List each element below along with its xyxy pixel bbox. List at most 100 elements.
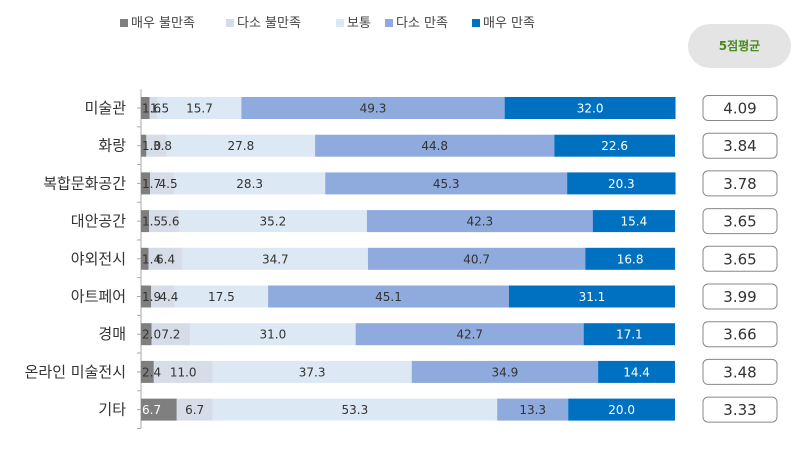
category-label: 아트페어: [71, 288, 126, 306]
data-label: 37.3: [299, 365, 326, 379]
legend-very-satisfied-label: 매우 만족: [483, 16, 535, 31]
bar-segment: [367, 247, 586, 270]
category-label: 기타: [98, 401, 126, 419]
average-box: [702, 95, 778, 121]
bar-segment: [190, 323, 356, 346]
bar-segment: [212, 398, 498, 421]
bar-segment: [141, 323, 152, 346]
data-label: 31.0: [260, 328, 287, 342]
legend-somewhat-satisfied-label: 다소 만족: [396, 16, 448, 31]
legend-very-dissatisfied-label: 매우 불만족: [131, 16, 195, 31]
bar-segment: [508, 285, 675, 308]
bar-segment: [176, 398, 213, 421]
data-label: 16.8: [617, 252, 644, 266]
average-box: [702, 396, 778, 423]
data-label: 5.6: [160, 215, 179, 229]
bar-segment: [241, 97, 505, 119]
data-label: 35.2: [260, 215, 287, 229]
average-value: 3.66: [723, 326, 756, 344]
bar-segment: [141, 210, 150, 233]
bar-segment: [268, 285, 509, 308]
data-label: 32.0: [577, 102, 604, 116]
data-label: 15.7: [186, 102, 213, 116]
average-box: [702, 208, 778, 235]
bar-segment: [554, 134, 675, 157]
data-label: 44.8: [421, 139, 448, 153]
data-label: 22.6: [601, 139, 628, 153]
data-label: 4.5: [159, 177, 178, 191]
bar-segment: [151, 285, 175, 308]
average-value: 3.65: [723, 213, 756, 231]
data-label: 40.7: [463, 252, 490, 266]
data-label: 34.9: [492, 365, 519, 379]
average-box: [702, 245, 778, 272]
bar-segment: [568, 398, 675, 421]
data-label: 17.1: [616, 328, 643, 342]
bar-segment: [174, 172, 326, 195]
data-label: 45.3: [433, 177, 460, 191]
category-label: 화랑: [98, 137, 126, 155]
bar-segment: [315, 134, 555, 157]
category-label: 온라인 미술전시: [25, 363, 126, 381]
bar-segment: [366, 210, 593, 233]
legend-very-satisfied-swatch: [472, 19, 480, 27]
average-box: [702, 358, 778, 385]
data-label: 49.3: [360, 102, 387, 116]
average-value: 3.33: [723, 401, 756, 419]
data-label: 42.3: [466, 215, 493, 229]
bar-segment: [174, 285, 269, 308]
bar-segment: [411, 360, 599, 383]
data-label: 42.7: [456, 328, 483, 342]
legend-somewhat-dissatisfied-label: 다소 불만족: [237, 16, 301, 31]
average-badge: [688, 24, 791, 68]
average-value: 3.48: [723, 363, 756, 381]
bar-segment: [166, 134, 316, 157]
data-label: 6.4: [156, 252, 175, 266]
data-label: 4.4: [159, 290, 178, 304]
average-value: 3.84: [723, 137, 756, 155]
data-label: 1.5: [142, 215, 161, 229]
bar-segment: [585, 247, 675, 270]
data-label: 11.0: [170, 365, 197, 379]
bar-segment: [567, 172, 676, 195]
average-badge-label: 5점평균: [719, 38, 760, 53]
bar-segment: [149, 97, 158, 119]
bar-segment: [325, 172, 568, 195]
average-value: 3.78: [723, 175, 756, 193]
bar-segment: [497, 398, 569, 421]
data-label: 14.4: [623, 365, 650, 379]
data-label: 1.6: [142, 102, 161, 116]
data-label: 13.3: [519, 403, 546, 417]
bar-segment: [583, 323, 675, 346]
legend-neutral-label: 보통: [347, 16, 371, 31]
bar-segment: [141, 285, 152, 308]
average-value: 4.09: [723, 100, 756, 118]
bar-segment: [141, 398, 177, 421]
bar-segment: [212, 360, 412, 383]
data-label: 3.8: [153, 139, 172, 153]
category-label: 미술관: [85, 99, 127, 117]
bar-segment: [153, 360, 213, 383]
legend-somewhat-satisfied-swatch: [385, 19, 393, 27]
data-label: 27.8: [227, 139, 254, 153]
bar-segment: [150, 172, 175, 195]
bar-segment: [178, 210, 367, 233]
data-label: 34.7: [262, 252, 289, 266]
data-label: 6.7: [185, 403, 204, 417]
bar-segment: [598, 360, 675, 383]
data-label: 1.4: [142, 252, 161, 266]
category-label: 야외전시: [71, 250, 126, 268]
bar-segment: [141, 172, 151, 195]
data-label: 17.5: [208, 290, 235, 304]
data-label: 20.0: [608, 403, 635, 417]
data-label: 31.1: [579, 290, 606, 304]
data-label: 45.1: [375, 290, 402, 304]
bar-segment: [148, 247, 183, 270]
bar-segment: [141, 247, 149, 270]
bar-segment: [504, 97, 676, 119]
average-box: [702, 132, 778, 159]
data-label: 7.2: [161, 328, 180, 342]
data-label: 1.7: [142, 177, 161, 191]
legend-neutral-swatch: [336, 19, 344, 27]
